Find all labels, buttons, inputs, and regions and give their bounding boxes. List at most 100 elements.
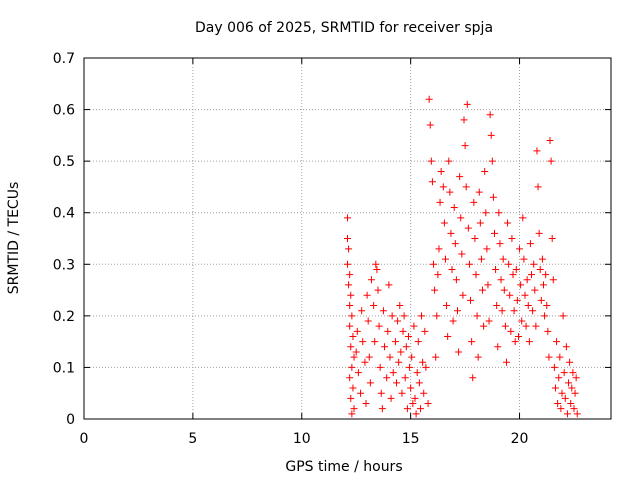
data-point	[409, 400, 417, 408]
data-point	[440, 219, 448, 227]
data-point	[539, 281, 547, 289]
data-point	[412, 410, 420, 418]
data-point	[496, 240, 504, 248]
data-point	[485, 317, 493, 325]
data-point	[557, 405, 565, 413]
data-point	[553, 338, 561, 346]
data-point	[512, 265, 520, 273]
data-point	[500, 286, 508, 294]
data-point	[365, 353, 373, 361]
data-point	[389, 369, 397, 377]
data-point	[416, 405, 424, 413]
data-point	[471, 235, 479, 242]
data-point	[514, 332, 522, 340]
data-point	[371, 338, 379, 346]
data-point	[346, 322, 354, 330]
data-point	[572, 374, 580, 382]
data-point	[426, 121, 434, 129]
data-point	[568, 384, 576, 392]
x-tick-label: 0	[80, 431, 89, 447]
data-point	[509, 271, 517, 279]
data-point	[522, 322, 530, 330]
data-point	[462, 183, 470, 191]
x-tick-label: 20	[511, 431, 529, 447]
data-point	[459, 291, 467, 299]
data-point	[451, 240, 459, 248]
data-point	[468, 338, 476, 346]
data-point	[490, 229, 498, 237]
data-point	[418, 312, 426, 320]
y-tick-label: 0.4	[53, 206, 75, 222]
data-point	[497, 276, 505, 284]
data-point	[349, 384, 357, 392]
data-point	[434, 271, 442, 279]
data-point	[404, 332, 412, 340]
data-point	[397, 348, 405, 356]
data-point	[507, 327, 515, 335]
data-point	[428, 178, 436, 186]
data-point	[345, 281, 353, 289]
data-point	[488, 157, 496, 165]
data-point	[403, 405, 411, 413]
data-point	[401, 374, 409, 382]
data-point	[449, 317, 457, 325]
data-point	[348, 312, 356, 320]
data-point	[410, 322, 418, 330]
data-point	[344, 260, 351, 268]
data-point	[523, 276, 531, 284]
data-point	[443, 302, 451, 310]
data-point	[427, 157, 435, 165]
data-point	[505, 260, 513, 268]
data-points	[344, 95, 581, 418]
y-tick-label: 0.5	[53, 154, 75, 170]
data-point	[367, 276, 375, 284]
data-point	[535, 229, 543, 237]
data-point	[398, 389, 406, 397]
data-point	[437, 167, 445, 175]
data-point	[357, 389, 365, 397]
data-point	[415, 379, 423, 387]
data-point	[511, 338, 519, 346]
data-point	[424, 400, 432, 408]
data-point	[399, 327, 407, 335]
data-point	[518, 317, 526, 325]
data-point	[456, 173, 464, 181]
data-point	[419, 358, 427, 366]
data-point	[473, 312, 481, 320]
data-point	[408, 353, 416, 361]
data-point	[474, 353, 482, 361]
data-point	[561, 394, 569, 402]
data-point	[348, 410, 356, 418]
data-point	[431, 286, 439, 294]
data-point	[396, 302, 404, 310]
data-point	[453, 307, 461, 315]
data-point	[517, 281, 525, 289]
data-point	[530, 260, 538, 268]
data-point	[550, 363, 558, 371]
y-tick-label: 0	[66, 412, 75, 428]
data-point	[544, 327, 552, 335]
data-point	[563, 410, 571, 418]
data-point	[411, 394, 419, 402]
data-point	[573, 410, 581, 418]
data-point	[533, 147, 541, 155]
data-point	[566, 358, 574, 366]
x-axis-label: GPS time / hours	[285, 459, 402, 475]
data-point	[541, 312, 549, 320]
data-point	[562, 343, 570, 351]
data-point	[494, 343, 502, 351]
data-point	[554, 400, 562, 408]
data-point	[455, 348, 463, 356]
data-point	[435, 245, 443, 253]
data-point	[502, 358, 510, 366]
data-point	[422, 363, 430, 371]
data-point	[567, 400, 575, 408]
data-point	[484, 281, 492, 289]
data-point	[519, 214, 527, 222]
data-point	[386, 353, 394, 361]
data-point	[370, 302, 378, 310]
data-point	[489, 193, 497, 201]
data-point	[482, 209, 490, 217]
data-point	[448, 265, 456, 273]
data-point	[545, 353, 553, 361]
